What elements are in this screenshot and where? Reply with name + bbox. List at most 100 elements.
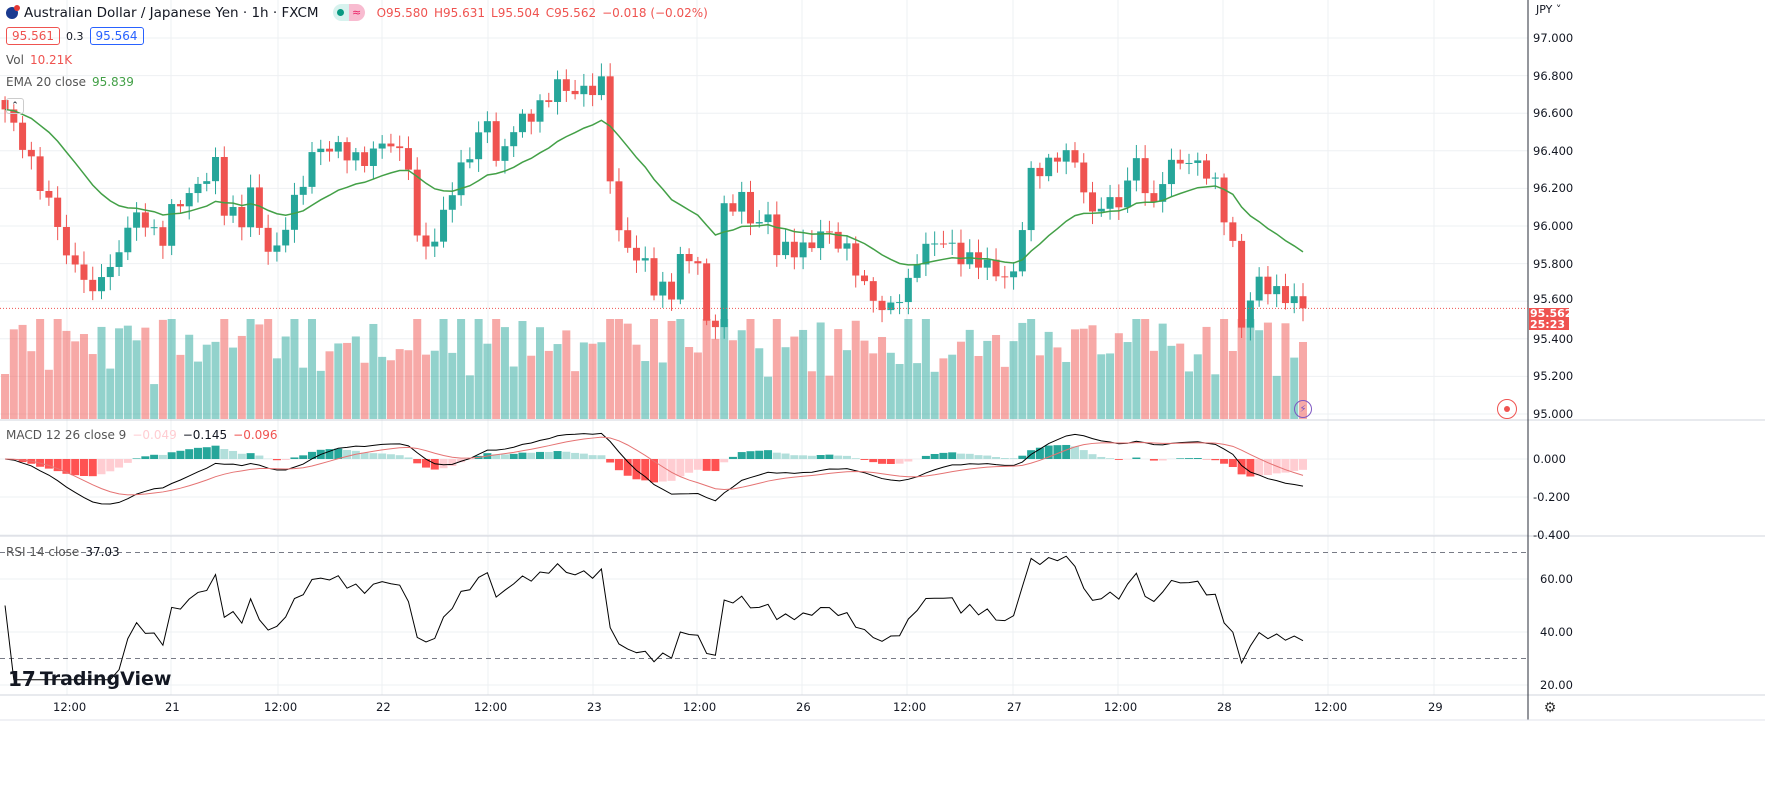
volume-bar	[728, 340, 737, 419]
volume-bar	[1220, 319, 1229, 419]
macd-histogram-bar	[404, 457, 413, 459]
candle-body	[746, 191, 754, 224]
macd-histogram-bar	[220, 449, 229, 459]
candle-body	[738, 191, 746, 212]
candle-body	[1273, 286, 1281, 295]
candle-body	[361, 152, 369, 166]
candle-body	[571, 90, 579, 95]
candle-body	[194, 183, 202, 194]
volume-bar	[509, 366, 518, 419]
volume-bar	[1079, 328, 1088, 419]
volume-bar	[290, 319, 299, 419]
volume-bar	[1211, 374, 1220, 419]
macd-histogram-bar	[1018, 455, 1027, 459]
lightning-icon[interactable]: ⚡	[1294, 400, 1312, 418]
volume-bar	[378, 356, 387, 419]
candle-body	[983, 259, 991, 268]
macd-histogram-bar	[290, 457, 299, 459]
volume-bar	[772, 319, 781, 419]
macd-histogram-bar	[1035, 447, 1044, 459]
candle-body	[27, 149, 35, 157]
macd-histogram-bar	[606, 459, 615, 463]
sell-button[interactable]: 95.561	[6, 27, 60, 45]
macd-histogram-bar	[53, 459, 62, 472]
candle-body	[1159, 184, 1167, 202]
macd-histogram-bar	[1299, 459, 1307, 470]
volume-bar	[1070, 329, 1079, 419]
macd-histogram-bar	[115, 459, 124, 468]
candle-body	[1150, 193, 1158, 202]
volume-bar	[1202, 326, 1211, 419]
macd-histogram-bar	[246, 453, 255, 459]
macd-histogram-bar	[895, 459, 904, 464]
volume-bar	[439, 319, 448, 419]
volume-bar	[1184, 371, 1193, 419]
candle-body	[334, 142, 342, 152]
macd-histogram-bar	[351, 450, 360, 459]
volume-bar	[1114, 333, 1123, 419]
candle-body	[510, 132, 518, 147]
volume-bar	[422, 354, 430, 419]
macd-histogram-bar	[921, 455, 930, 459]
macd-histogram-bar	[457, 459, 466, 463]
macd-signal-line	[5, 436, 1304, 496]
settings-gear-icon[interactable]: ⚙	[1543, 700, 1557, 716]
volume-bar	[185, 334, 194, 419]
macd-histogram-bar	[1053, 445, 1062, 459]
volume-bar	[992, 334, 1001, 419]
candle-body	[536, 100, 544, 122]
volume-label[interactable]: Vol	[6, 53, 24, 67]
macd-histogram-value: −0.049	[132, 428, 177, 442]
macd-histogram-bar	[720, 459, 729, 463]
time-axis-label: 12:00	[1104, 700, 1138, 714]
currency-selector[interactable]: JPY ˅	[1536, 3, 1562, 16]
candle-body	[1018, 230, 1026, 272]
candle-body	[1097, 208, 1105, 212]
macd-histogram-bar	[878, 459, 887, 464]
macd-histogram-bar	[1079, 450, 1088, 459]
macd-histogram-bar	[702, 459, 711, 471]
volume-bar	[799, 329, 808, 419]
candle-body	[597, 76, 605, 96]
volume-bar	[264, 319, 273, 419]
candle-body	[264, 227, 272, 252]
market-open-dot-icon	[332, 4, 349, 21]
macd-histogram-bar	[439, 459, 448, 469]
macd-histogram-bar	[974, 455, 983, 459]
macd-histogram-bar	[395, 455, 404, 459]
volume-bar	[1193, 354, 1202, 419]
volume-bar	[1141, 319, 1150, 419]
volume-bar	[623, 323, 632, 419]
candle-body	[290, 194, 298, 230]
candle-body	[255, 187, 263, 228]
macd-histogram-bar	[79, 459, 88, 477]
macd-histogram-bar	[141, 456, 150, 459]
macd-histogram-bar	[360, 452, 369, 459]
candle-body	[650, 258, 658, 296]
candle-body	[203, 181, 211, 184]
last-price-tag: 95.562 25:23	[1529, 307, 1573, 331]
volume-bar	[193, 361, 202, 419]
macd-histogram-bar	[623, 459, 632, 476]
macd-label[interactable]: MACD 12 26 close 9	[6, 428, 127, 442]
volume-bar	[211, 341, 220, 419]
candle-body	[282, 229, 290, 246]
flag-icon	[6, 4, 20, 19]
tradingview-logo[interactable]: 𝟭𝟳 TradingView	[8, 667, 172, 691]
volume-bar	[1044, 331, 1053, 419]
candle-body	[939, 243, 947, 245]
symbol-title[interactable]: Australian Dollar / Japanese Yen · 1h · …	[24, 4, 319, 21]
market-status-badge[interactable]: ≈	[332, 4, 365, 21]
macd-histogram-bar	[834, 455, 843, 459]
macd-histogram-bar	[343, 449, 352, 459]
rsi-axis-label: 20.00	[1540, 678, 1573, 692]
delayed-data-icon: ≈	[348, 4, 365, 21]
volume-bar	[167, 319, 176, 419]
rsi-label[interactable]: RSI 14 close	[6, 545, 80, 559]
macd-histogram-bar	[614, 459, 623, 471]
ema-label[interactable]: EMA 20 close	[6, 75, 86, 89]
buy-button[interactable]: 95.564	[89, 27, 144, 45]
alert-icon[interactable]	[1497, 399, 1517, 419]
collapse-legend-icon[interactable]: ⌃	[6, 98, 24, 114]
